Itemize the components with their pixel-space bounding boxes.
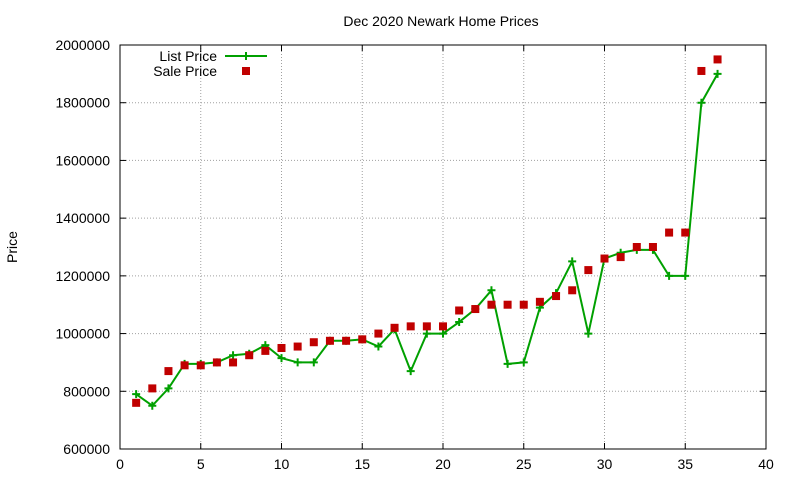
- legend-label-list-price: List Price: [159, 48, 217, 64]
- x-tick-label: 30: [597, 456, 613, 472]
- sale-price-point: [325, 336, 334, 345]
- x-tick-label: 25: [516, 456, 532, 472]
- sale-price-point: [632, 243, 641, 251]
- sale-price-point: [648, 243, 657, 251]
- y-tick-label: 1600000: [55, 152, 110, 168]
- sale-price-point: [293, 342, 302, 351]
- sale-price-point: [455, 306, 464, 315]
- list-price-point: [568, 257, 577, 266]
- sale-price-point: [471, 305, 480, 314]
- y-tick-label: 1800000: [55, 95, 110, 111]
- list-price-point: [519, 358, 528, 367]
- sale-price-point: [148, 384, 157, 393]
- sale-price-point: [245, 351, 254, 360]
- sale-price-point: [519, 300, 528, 309]
- list-price-point: [422, 329, 431, 338]
- list-price-point: [584, 329, 593, 338]
- x-tick-label: 35: [677, 456, 693, 472]
- list-price-point: [293, 358, 302, 367]
- sale-price-point: [342, 336, 351, 345]
- sale-price-point: [132, 398, 141, 407]
- sale-price-point: [713, 55, 722, 64]
- x-tick-label: 40: [758, 456, 774, 472]
- sale-price-point: [358, 335, 367, 344]
- list-price-point: [697, 98, 706, 107]
- sale-price-point: [439, 322, 447, 331]
- y-tick-label: 600000: [63, 441, 110, 457]
- sale-price-point: [535, 297, 544, 306]
- sale-price-point: [164, 367, 173, 376]
- sale-price-point: [665, 228, 674, 237]
- legend-marker-list-price: [242, 52, 250, 60]
- list-price-point: [164, 384, 173, 393]
- list-price-line: [135, 73, 719, 408]
- list-price-point: [406, 367, 415, 376]
- sale-price-point: [487, 300, 496, 309]
- list-price-point: [665, 271, 674, 280]
- sale-price-point: [261, 346, 270, 355]
- y-axis-label: Price: [4, 231, 20, 263]
- sale-price-point: [180, 361, 189, 370]
- sale-price-point: [406, 322, 415, 331]
- list-price-point: [277, 354, 286, 363]
- sale-price-point: [552, 292, 561, 301]
- x-tick-label: 5: [197, 456, 205, 472]
- chart-title: Dec 2020 Newark Home Prices: [343, 13, 538, 29]
- list-price-point: [503, 359, 512, 368]
- y-tick-label: 1200000: [55, 268, 110, 284]
- y-tick-label: 800000: [63, 383, 110, 399]
- sale-price-point: [309, 338, 318, 347]
- list-price-point: [148, 401, 157, 410]
- sale-price-point: [600, 254, 609, 263]
- sale-price-point: [568, 286, 577, 295]
- sale-price-point: [277, 344, 286, 352]
- list-price-point: [439, 329, 447, 338]
- sale-price-point: [212, 358, 221, 367]
- list-price-point: [487, 286, 496, 295]
- sale-price-point: [390, 323, 399, 332]
- legend: List Price Sale Price: [153, 48, 267, 79]
- legend-marker-sale-price: [242, 67, 250, 75]
- list-price-point: [455, 318, 464, 327]
- sale-price-point: [422, 322, 431, 331]
- series-sale-price: [132, 55, 722, 407]
- list-price-point: [374, 342, 383, 351]
- y-axis: 600000 800000 1000000 1200000 1400000 1600000…: [55, 37, 766, 457]
- list-price-point: [681, 271, 690, 280]
- y-tick-label: 1400000: [55, 210, 110, 226]
- list-price-point: [309, 358, 318, 367]
- sale-price-point: [681, 228, 690, 237]
- y-tick-label: 1000000: [55, 326, 110, 342]
- grid: [120, 45, 766, 449]
- x-tick-label: 10: [274, 456, 290, 472]
- x-tick-label: 0: [116, 456, 124, 472]
- y-tick-label: 2000000: [55, 37, 110, 53]
- sale-price-point: [374, 329, 383, 338]
- sale-price-point: [196, 361, 205, 370]
- list-price-point: [713, 69, 722, 78]
- x-tick-label: 15: [354, 456, 370, 472]
- sale-price-point: [503, 300, 512, 309]
- legend-label-sale-price: Sale Price: [153, 63, 217, 79]
- x-tick-label: 20: [435, 456, 451, 472]
- sale-price-point: [697, 66, 706, 75]
- x-axis: 0 5 10 15 20 25 30 35 40: [116, 45, 774, 472]
- list-price-point: [229, 351, 238, 360]
- sale-price-point: [229, 358, 238, 367]
- sale-price-point: [584, 266, 593, 275]
- list-price-point: [132, 390, 141, 399]
- sale-price-point: [616, 253, 625, 262]
